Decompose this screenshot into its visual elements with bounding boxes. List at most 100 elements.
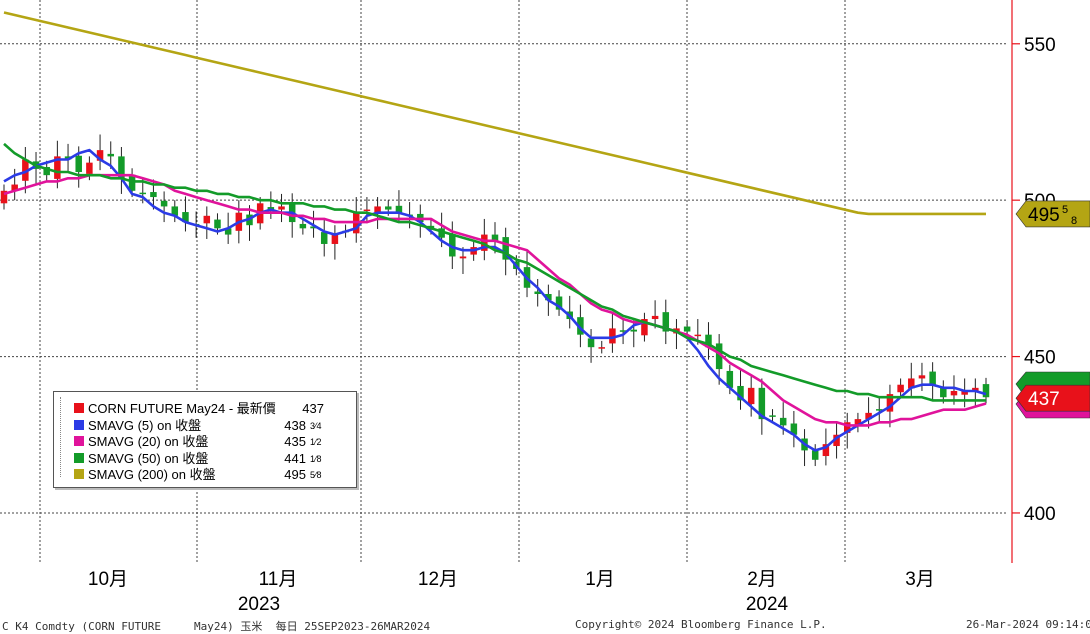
- legend-value: 441: [284, 450, 306, 466]
- candle-body: [310, 226, 317, 229]
- candle-body: [886, 394, 894, 412]
- candle-body: [438, 228, 445, 238]
- tag-last-price-label: 437: [1028, 389, 1060, 410]
- tag-smavg-200: [1015, 200, 1090, 228]
- legend-value: 437: [302, 401, 324, 416]
- candle-body: [940, 386, 947, 398]
- candle-body: [876, 409, 883, 411]
- legend-swatch: [74, 452, 84, 463]
- candle-body: [331, 234, 339, 244]
- candle-body: [833, 434, 840, 447]
- candle-body: [609, 328, 616, 344]
- legend-label: SMAVG (50) on 收盤: [88, 450, 209, 466]
- legend-label: SMAVG (5) on 收盤: [88, 417, 202, 433]
- candle-body: [854, 419, 862, 427]
- legend-label: SMAVG (20) on 收盤: [88, 434, 209, 449]
- candle-body: [694, 334, 702, 337]
- x-tick-label: 3月: [905, 569, 935, 590]
- legend-fraction: 1⁄8: [310, 453, 322, 464]
- candle-body: [683, 326, 691, 332]
- x-tick-label: 12月: [418, 569, 458, 590]
- candle-body: [651, 315, 659, 320]
- candle-body: [598, 347, 605, 349]
- y-tick-label: 400: [1024, 504, 1056, 525]
- legend-label: CORN FUTURE May24 - 最新價: [88, 401, 276, 416]
- candle-body: [96, 150, 104, 161]
- y-tick-label: 550: [1024, 35, 1056, 56]
- tag-last-price: [1015, 384, 1090, 412]
- candle-body: [374, 206, 381, 214]
- candle-body: [75, 155, 82, 173]
- candle-body: [502, 237, 509, 260]
- candle-body: [865, 412, 872, 420]
- candle-body: [929, 371, 936, 385]
- footer-copyright: Copyright© 2024 Bloomberg Finance L.P.: [575, 618, 827, 631]
- candle-body: [449, 233, 456, 257]
- candle-body: [43, 167, 50, 176]
- candle-body: [737, 385, 744, 401]
- legend-item: SMAVG (20) on 收盤 435 1⁄2: [74, 433, 344, 450]
- x-tick-label: 1月: [585, 569, 615, 590]
- candle-body: [107, 153, 114, 157]
- legend-item: SMAVG (200) on 收盤 495 5⁄8: [74, 466, 344, 483]
- tag-smavg-200-label: 495: [1028, 205, 1060, 226]
- candle-body: [972, 387, 979, 391]
- candle-body: [545, 294, 552, 301]
- legend-value: 495: [284, 467, 306, 482]
- candle-body: [203, 215, 211, 224]
- candle-body: [139, 192, 147, 195]
- legend-fraction: 3⁄4: [310, 420, 322, 431]
- candle-body: [908, 378, 915, 389]
- legend-item: CORN FUTURE May24 - 最新價 437: [74, 400, 344, 417]
- candle-body: [769, 415, 776, 417]
- candle-body: [278, 206, 285, 210]
- candle-body: [918, 375, 926, 379]
- candle-body: [779, 417, 787, 426]
- candle-body: [726, 370, 734, 388]
- tag-smavg-200-frac-den: 8: [1071, 215, 1077, 227]
- candle-body: [459, 256, 467, 259]
- legend-swatch: [74, 436, 84, 446]
- candle-body: [705, 334, 712, 348]
- legend-tree-line: [60, 397, 69, 477]
- candle-body: [758, 387, 766, 420]
- candle-body: [214, 219, 221, 229]
- candle-body: [630, 329, 638, 332]
- candle-body: [64, 156, 72, 160]
- x-year-label: 2023: [238, 594, 280, 615]
- candle-body: [641, 319, 648, 336]
- legend-item: SMAVG (5) on 收盤 438 3⁄4: [74, 417, 344, 434]
- legend-swatch: [74, 469, 84, 479]
- legend-item: SMAVG (50) on 收盤 441 1⁄8: [74, 450, 344, 467]
- candle-body: [86, 162, 93, 174]
- candle-body: [171, 206, 179, 216]
- candle-body: [619, 330, 627, 332]
- x-tick-label: 10月: [88, 569, 128, 590]
- candle-body: [577, 317, 584, 335]
- legend-fraction: 5⁄8: [310, 470, 322, 480]
- x-year-label: 2024: [746, 594, 789, 615]
- legend-swatch: [74, 403, 84, 413]
- candle-body: [843, 422, 851, 433]
- line-smavg-50: [3, 142, 986, 402]
- candle-body: [715, 343, 723, 370]
- candle-body: [224, 228, 232, 235]
- candle-body: [811, 450, 819, 460]
- legend-value: 435: [284, 434, 306, 449]
- candle-body: [0, 190, 8, 204]
- candle-body: [982, 384, 990, 398]
- line-smavg-20: [3, 173, 987, 427]
- candle-body: [747, 387, 755, 405]
- candle-body: [555, 296, 563, 310]
- legend-fraction: 1⁄2: [310, 437, 322, 447]
- candle-body: [822, 444, 830, 457]
- footer-timestamp: 26-Mar-2024 09:14:07: [966, 618, 1090, 631]
- candle-body: [54, 156, 61, 179]
- candle-body: [320, 232, 328, 244]
- candle-body: [160, 200, 168, 207]
- candle-body: [950, 390, 958, 396]
- candle-body: [182, 212, 189, 223]
- candle-body: [587, 338, 595, 348]
- legend-value: 438: [284, 417, 306, 433]
